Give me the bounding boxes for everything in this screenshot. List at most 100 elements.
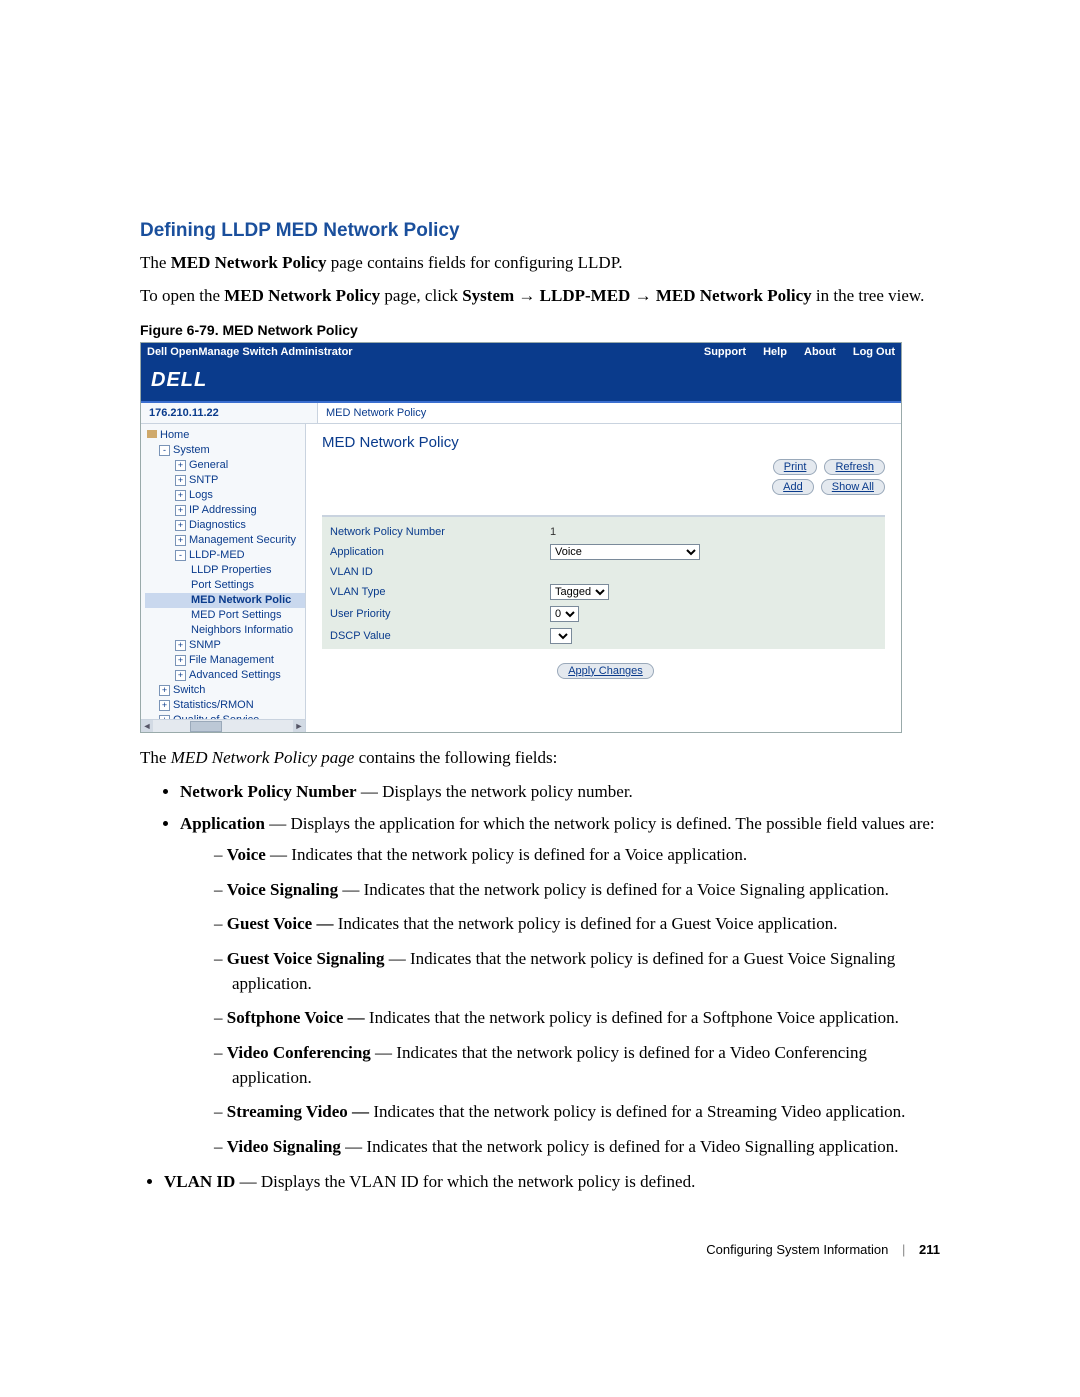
- t: page contains fields for configuring LLD…: [327, 253, 623, 272]
- tree-node[interactable]: +Management Security: [145, 533, 305, 548]
- tree-node[interactable]: +Advanced Settings: [145, 668, 305, 683]
- t: Indicates that the network policy is def…: [369, 1102, 905, 1121]
- tree-label: File Management: [189, 654, 274, 666]
- field-label: VLAN Type: [330, 586, 550, 598]
- list-item: VLAN ID — Displays the VLAN ID for which…: [164, 1170, 940, 1195]
- t: — Indicates that the network policy is d…: [338, 880, 889, 899]
- screenshot: Dell OpenManage Switch Administrator Sup…: [140, 342, 902, 733]
- link-support[interactable]: Support: [704, 346, 746, 358]
- t: — Displays the VLAN ID for which the net…: [235, 1172, 695, 1191]
- link-help[interactable]: Help: [763, 346, 787, 358]
- content-pane: MED Network Policy Print Refresh Add Sho…: [306, 424, 901, 732]
- tree-label: Advanced Settings: [189, 669, 281, 681]
- field-select[interactable]: Voice: [550, 544, 700, 560]
- t: Guest Voice —: [227, 914, 334, 933]
- expand-icon[interactable]: +: [175, 490, 186, 501]
- field-value: 1: [550, 526, 556, 538]
- field-list-outer: VLAN ID — Displays the VLAN ID for which…: [140, 1170, 940, 1195]
- expand-icon[interactable]: +: [175, 655, 186, 666]
- print-button[interactable]: Print: [773, 459, 818, 475]
- add-button[interactable]: Add: [772, 479, 814, 495]
- expand-icon[interactable]: +: [159, 685, 170, 696]
- collapse-icon[interactable]: -: [159, 445, 170, 456]
- expand-icon[interactable]: +: [175, 520, 186, 531]
- field-select[interactable]: 0: [550, 606, 579, 622]
- tree-node[interactable]: MED Port Settings: [145, 608, 305, 623]
- field-label: VLAN ID: [330, 566, 550, 578]
- showall-button[interactable]: Show All: [821, 479, 885, 495]
- list-item: Application — Displays the application f…: [180, 812, 940, 1159]
- t: The: [140, 253, 171, 272]
- field-label: DSCP Value: [330, 630, 550, 642]
- expand-icon[interactable]: +: [175, 475, 186, 486]
- tree-node[interactable]: +File Management: [145, 653, 305, 668]
- tree-scrollbar[interactable]: ◄ ►: [141, 719, 305, 732]
- form-row: DSCP Value: [322, 625, 885, 647]
- expand-icon[interactable]: +: [175, 535, 186, 546]
- expand-icon[interactable]: +: [175, 505, 186, 516]
- t: — Indicates that the network policy is d…: [341, 1137, 899, 1156]
- tree-node[interactable]: Home: [145, 428, 305, 443]
- field-select[interactable]: Tagged: [550, 584, 609, 600]
- scroll-right-icon[interactable]: ►: [293, 720, 305, 732]
- tree-node[interactable]: +SNMP: [145, 638, 305, 653]
- tree-label: Neighbors Informatio: [191, 624, 293, 636]
- link-logout[interactable]: Log Out: [853, 346, 895, 358]
- tree-node[interactable]: +Statistics/RMON: [145, 698, 305, 713]
- t: Application: [180, 814, 265, 833]
- expand-icon[interactable]: +: [175, 460, 186, 471]
- tree-node[interactable]: MED Network Polic: [145, 593, 305, 608]
- nav-tree[interactable]: Home-System+General+SNTP+Logs+IP Address…: [141, 424, 306, 732]
- tree-label: SNMP: [189, 639, 221, 651]
- tree-node[interactable]: Neighbors Informatio: [145, 623, 305, 638]
- field-label: Application: [330, 546, 550, 558]
- expand-icon[interactable]: +: [175, 640, 186, 651]
- tree-node[interactable]: -System: [145, 443, 305, 458]
- tree-node[interactable]: +Switch: [145, 683, 305, 698]
- page-number: 211: [919, 1242, 940, 1257]
- tree-node[interactable]: +Diagnostics: [145, 518, 305, 533]
- figure-caption: Figure 6-79. MED Network Policy: [140, 322, 940, 338]
- form-area: Network Policy Number1ApplicationVoiceVL…: [322, 515, 885, 649]
- expand-icon[interactable]: +: [175, 670, 186, 681]
- t: contains the following fields:: [359, 748, 558, 767]
- field-select[interactable]: [550, 628, 572, 644]
- scroll-thumb[interactable]: [190, 721, 222, 732]
- app-title: Dell OpenManage Switch Administrator: [147, 346, 353, 358]
- list-item: Guest Voice — Indicates that the network…: [214, 912, 940, 937]
- scroll-left-icon[interactable]: ◄: [141, 720, 153, 732]
- t: Voice Signaling: [227, 880, 338, 899]
- header-links: Support Help About Log Out: [690, 346, 895, 358]
- list-item: Guest Voice Signaling — Indicates that t…: [214, 947, 940, 996]
- tree-node[interactable]: +IP Addressing: [145, 503, 305, 518]
- tree-node[interactable]: Port Settings: [145, 578, 305, 593]
- t: Video Conferencing: [227, 1043, 371, 1062]
- tree-node[interactable]: +Logs: [145, 488, 305, 503]
- expand-icon[interactable]: +: [159, 700, 170, 711]
- arrow-icon: →: [635, 286, 652, 305]
- t: Streaming Video —: [227, 1102, 369, 1121]
- t: Softphone Voice —: [227, 1008, 365, 1027]
- list-item: Network Policy Number — Displays the net…: [180, 780, 940, 805]
- tree-label: MED Network Polic: [191, 594, 291, 606]
- tree-node[interactable]: +General: [145, 458, 305, 473]
- dell-logo: DELL: [151, 369, 207, 392]
- tree-node[interactable]: +SNTP: [145, 473, 305, 488]
- list-item: Voice — Indicates that the network polic…: [214, 843, 940, 868]
- link-about[interactable]: About: [804, 346, 836, 358]
- t: Network Policy Number: [180, 782, 357, 801]
- refresh-button[interactable]: Refresh: [824, 459, 885, 475]
- tree-node[interactable]: -LLDP-MED: [145, 548, 305, 563]
- tree-label: General: [189, 459, 228, 471]
- apply-button[interactable]: Apply Changes: [557, 663, 654, 679]
- field-list: Network Policy Number — Displays the net…: [140, 780, 940, 1160]
- page-title: MED Network Policy: [322, 434, 885, 451]
- t: MED Network Policy: [224, 286, 380, 305]
- home-icon: [147, 430, 157, 438]
- page-footer: Configuring System Information | 211: [140, 1242, 940, 1257]
- tree-label: Diagnostics: [189, 519, 246, 531]
- collapse-icon[interactable]: -: [175, 550, 186, 561]
- tree-node[interactable]: LLDP Properties: [145, 563, 305, 578]
- t: MED Network Policy page: [171, 748, 359, 767]
- t: VLAN ID: [164, 1172, 235, 1191]
